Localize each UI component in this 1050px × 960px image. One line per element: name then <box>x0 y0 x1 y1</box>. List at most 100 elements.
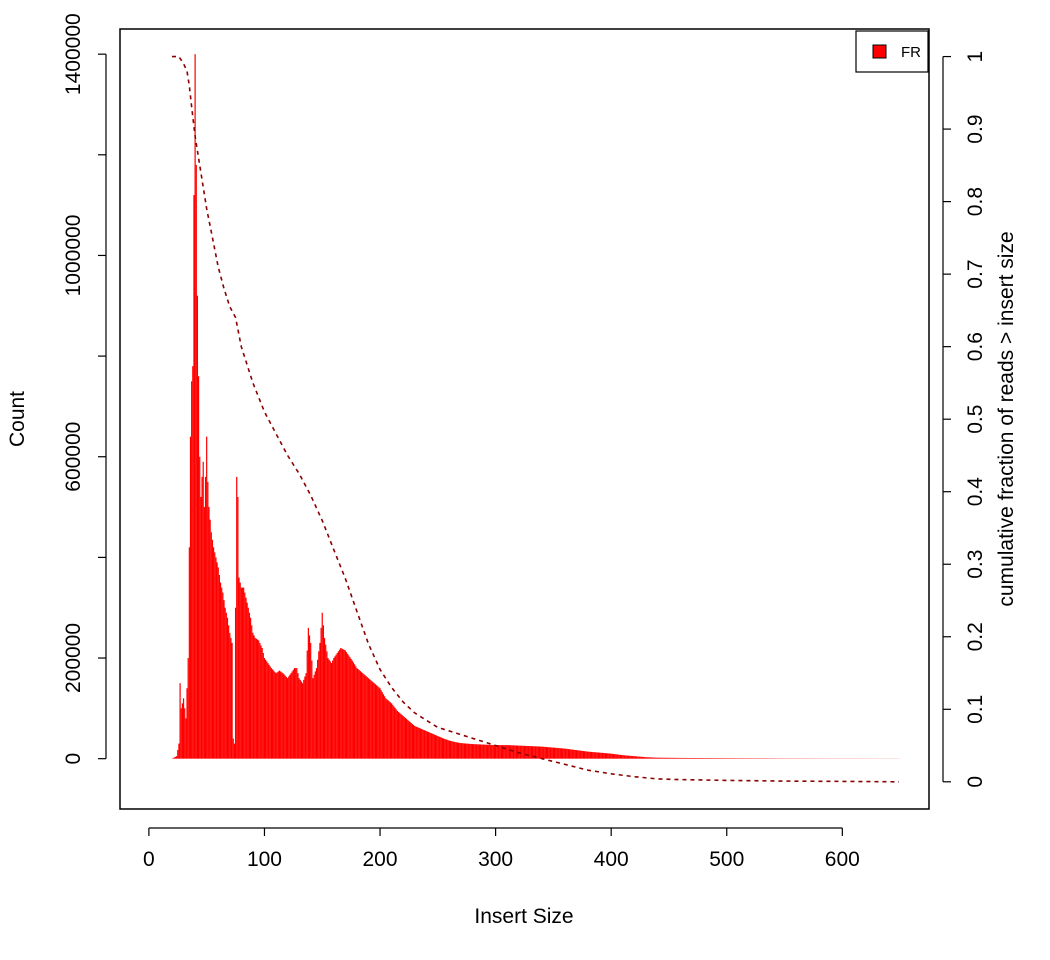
histogram-bar <box>404 717 407 759</box>
histogram-bar <box>397 711 400 759</box>
histogram-bar <box>360 672 363 759</box>
histogram-bar <box>268 664 270 759</box>
histogram-bar <box>585 751 587 759</box>
histogram-bar <box>666 757 668 759</box>
histogram-bar <box>605 753 608 759</box>
histogram-bar <box>456 742 459 759</box>
histogram-bar <box>723 758 726 759</box>
histogram-bar <box>362 673 364 759</box>
y2-axis-title: cumulative fraction of reads > insert si… <box>995 231 1018 606</box>
histogram-bar <box>366 677 368 759</box>
histogram-bar <box>560 748 563 759</box>
histogram-bar <box>429 732 431 759</box>
histogram-bar <box>564 748 566 759</box>
histogram-bar <box>181 703 184 759</box>
histogram-bar <box>535 746 537 759</box>
histogram-bar <box>563 748 565 759</box>
histogram-bar <box>640 756 642 759</box>
histogram-bar <box>240 587 242 759</box>
histogram-bar <box>439 737 441 759</box>
histogram-bar <box>555 747 557 759</box>
histogram-bar <box>314 671 316 759</box>
histogram-bar <box>318 651 320 759</box>
histogram-bar <box>358 670 360 759</box>
histogram-bar <box>661 757 663 759</box>
histogram-bar <box>652 757 654 759</box>
histogram-bar <box>390 703 393 759</box>
y-tick-label: 600000 <box>62 422 85 492</box>
histogram-bar <box>510 745 512 759</box>
histogram-bar <box>266 661 268 759</box>
histogram-bar <box>182 698 185 759</box>
histogram-bar <box>558 748 560 759</box>
histogram-bar <box>486 744 489 759</box>
histogram-bar <box>425 731 427 759</box>
histogram-bar <box>715 758 717 759</box>
histogram-bar <box>348 655 350 759</box>
histogram-bar <box>422 729 424 759</box>
histogram-bar <box>683 757 685 759</box>
histogram-bar <box>246 602 248 759</box>
histogram-bar <box>374 684 377 759</box>
histogram-bar <box>239 582 241 759</box>
histogram-bar <box>565 748 567 759</box>
histogram-bar <box>188 547 190 759</box>
histogram-bar <box>337 651 340 759</box>
histogram-bar <box>386 699 388 759</box>
histogram-bar <box>426 731 429 759</box>
histogram-bar <box>693 758 695 759</box>
histogram-bar <box>369 679 371 759</box>
histogram-bar <box>215 557 217 759</box>
histogram-bar <box>708 758 711 759</box>
histogram-bar <box>662 757 664 759</box>
histogram-bar <box>243 587 245 759</box>
histogram-bar <box>394 707 396 759</box>
histogram-bar <box>333 658 335 759</box>
histogram-bar <box>701 758 704 759</box>
histogram-bar <box>377 686 379 759</box>
histogram-bar <box>274 671 276 759</box>
histogram-bar <box>251 625 253 759</box>
histogram-bar <box>506 745 508 759</box>
histogram-bar <box>481 744 483 759</box>
histogram-bar <box>298 678 300 759</box>
histogram-bar <box>414 725 416 759</box>
histogram-bar <box>356 668 358 759</box>
y2-tick-label: 0.2 <box>964 622 987 651</box>
histogram-bar <box>381 692 383 759</box>
histogram-bar <box>583 751 586 759</box>
histogram-bar <box>452 741 454 759</box>
x-axis: 0 100 200 300 400 500 600 <box>143 827 860 871</box>
y2-tick-label: 0.9 <box>964 114 987 143</box>
histogram-bar <box>194 54 196 759</box>
histogram-bar <box>714 758 716 759</box>
histogram-bar <box>330 663 333 759</box>
histogram-bar <box>197 376 200 759</box>
histogram-bar <box>184 708 186 759</box>
histogram-bar <box>245 597 247 759</box>
histogram-bar <box>523 745 526 759</box>
histogram-bar <box>388 701 390 759</box>
histogram-bar <box>505 745 507 759</box>
histogram-bar <box>442 738 445 759</box>
histogram-bar <box>263 658 266 759</box>
histogram-bar <box>326 651 328 759</box>
histogram-bar <box>619 754 622 759</box>
histogram-bar <box>193 195 195 759</box>
histogram-bar <box>531 746 534 759</box>
histogram-bar <box>704 758 706 759</box>
histogram-bar <box>354 664 356 759</box>
histogram-bar <box>664 757 667 759</box>
histogram-bar <box>553 747 556 759</box>
histogram-bar <box>446 739 448 759</box>
histogram-bar <box>727 758 729 759</box>
histogram-bar <box>311 660 313 759</box>
histogram-bar <box>549 747 551 759</box>
histogram-bar <box>351 660 353 759</box>
histogram-bar <box>322 625 325 759</box>
histogram-bar <box>265 659 267 759</box>
histogram-bar <box>431 733 433 759</box>
histogram-bar <box>596 752 598 759</box>
histogram-bar <box>557 748 559 759</box>
x-tick-label: 100 <box>247 848 282 871</box>
